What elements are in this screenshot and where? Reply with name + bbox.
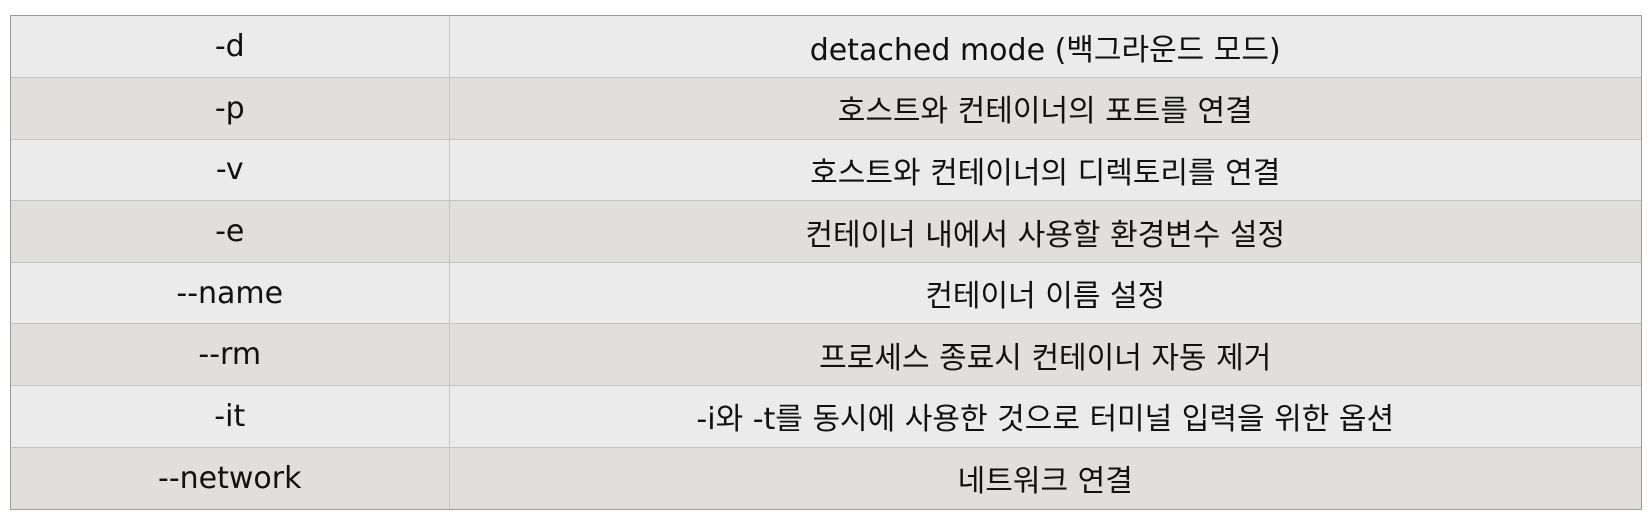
table-row: --rm 프로세스 종료시 컨테이너 자동 제거 [11,323,1641,386]
description-cell: detached mode (백그라운드 모드) [449,16,1641,78]
description-cell: 컨테이너 내에서 사용할 환경변수 설정 [449,200,1641,263]
description-cell: 컨테이너 이름 설정 [449,261,1641,324]
table-row: --name 컨테이너 이름 설정 [11,261,1641,324]
options-table: -d detached mode (백그라운드 모드) -p 호스트와 컨테이너… [11,16,1641,509]
option-cell: -d [11,16,450,78]
option-cell: -v [11,138,450,201]
description-cell: 호스트와 컨테이너의 포트를 연결 [449,77,1641,140]
table-row: -d detached mode (백그라운드 모드) [11,16,1641,78]
docker-options-table: -d detached mode (백그라운드 모드) -p 호스트와 컨테이너… [10,15,1642,510]
table-row: -e 컨테이너 내에서 사용할 환경변수 설정 [11,200,1641,263]
option-cell: --name [11,261,450,324]
option-cell: --network [11,446,450,509]
table-row: --network 네트워크 연결 [11,446,1641,509]
description-cell: 프로세스 종료시 컨테이너 자동 제거 [449,323,1641,386]
table-row: -it -i와 -t를 동시에 사용한 것으로 터미널 입력을 위한 옵션 [11,385,1641,448]
description-cell: -i와 -t를 동시에 사용한 것으로 터미널 입력을 위한 옵션 [449,385,1641,448]
option-cell: -p [11,77,450,140]
description-cell: 호스트와 컨테이너의 디렉토리를 연결 [449,138,1641,201]
table-row: -v 호스트와 컨테이너의 디렉토리를 연결 [11,138,1641,201]
option-cell: -it [11,385,450,448]
option-cell: -e [11,200,450,263]
table-row: -p 호스트와 컨테이너의 포트를 연결 [11,77,1641,140]
description-cell: 네트워크 연결 [449,446,1641,509]
option-cell: --rm [11,323,450,386]
